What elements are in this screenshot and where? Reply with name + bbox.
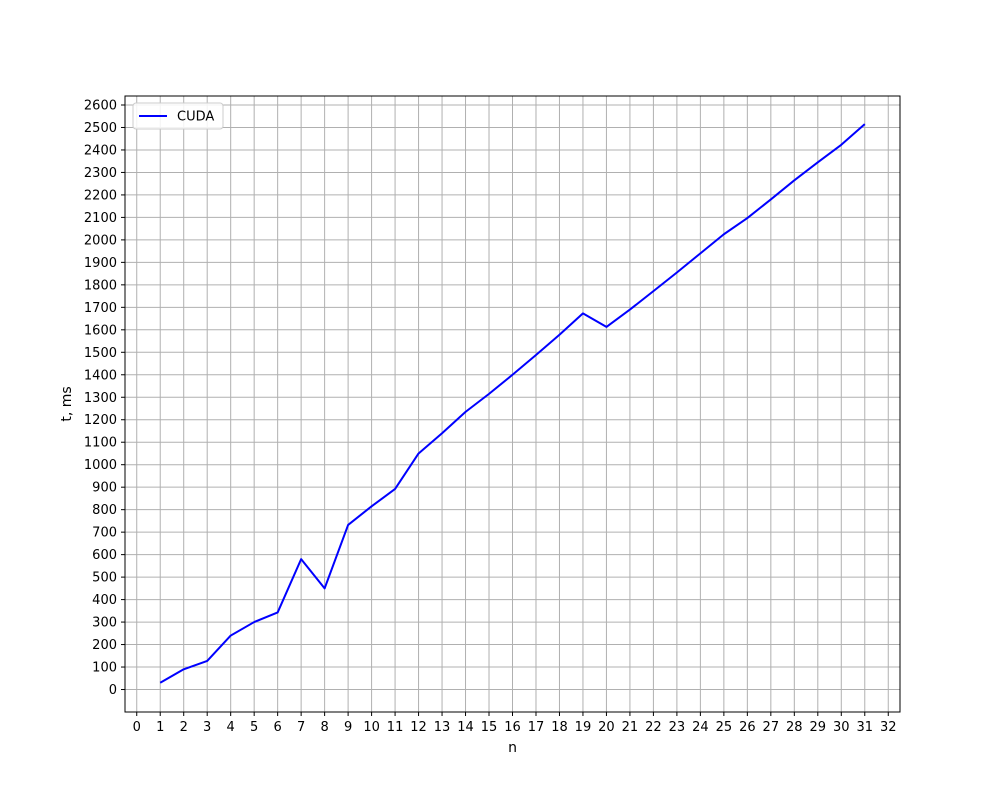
y-tick-label: 100 <box>92 661 117 676</box>
x-tick-label: 13 <box>434 720 451 735</box>
x-tick-label: 18 <box>551 720 568 735</box>
x-tick-label: 24 <box>692 720 709 735</box>
y-tick-label: 1200 <box>84 413 117 428</box>
y-tick-label: 2300 <box>84 166 117 181</box>
x-tick-label: 32 <box>880 720 897 735</box>
x-tick-label: 9 <box>344 720 352 735</box>
x-tick-label: 17 <box>528 720 545 735</box>
y-tick-label: 2500 <box>84 121 117 136</box>
x-tick-label: 5 <box>250 720 258 735</box>
x-tick-label: 14 <box>457 720 474 735</box>
y-tick-label: 1300 <box>84 391 117 406</box>
y-tick-label: 700 <box>92 526 117 541</box>
y-tick-label: 400 <box>92 593 117 608</box>
y-tick-label: 2400 <box>84 143 117 158</box>
x-tick-label: 30 <box>833 720 850 735</box>
tick-labels: 0 1 2 3 4 5 6 7 8 9 10 11 12 13 14 15 16 17 18 19 20 21 22 23 24… <box>84 98 897 735</box>
x-axis-label: n <box>508 740 517 756</box>
series-layer <box>159 123 866 684</box>
x-tick-label: 2 <box>180 720 188 735</box>
y-tick-label: 1400 <box>84 368 117 383</box>
y-tick-label: 500 <box>92 571 117 586</box>
x-tick-label: 0 <box>133 720 141 735</box>
x-tick-label: 3 <box>203 720 211 735</box>
y-tick-label: 2100 <box>84 211 117 226</box>
y-tick-label: 1800 <box>84 278 117 293</box>
x-tick-label: 19 <box>575 720 592 735</box>
legend: CUDA <box>132 102 224 130</box>
grid <box>125 96 900 712</box>
x-tick-label: 22 <box>645 720 662 735</box>
x-tick-label: 12 <box>410 720 427 735</box>
x-tick-label: 23 <box>669 720 686 735</box>
x-tick-label: 8 <box>320 720 328 735</box>
y-tick-label: 1600 <box>84 323 117 338</box>
y-axis-label: t, ms <box>59 386 75 421</box>
x-tick-label: 29 <box>810 720 827 735</box>
legend-box <box>132 102 224 130</box>
y-tick-label: 900 <box>92 481 117 496</box>
x-tick-label: 4 <box>227 720 235 735</box>
x-tick-label: 16 <box>504 720 521 735</box>
y-tick-label: 1500 <box>84 346 117 361</box>
x-tick-label: 7 <box>297 720 305 735</box>
x-tick-label: 26 <box>739 720 756 735</box>
y-tick-label: 2600 <box>84 98 117 113</box>
x-tick-label: 1 <box>156 720 164 735</box>
y-tick-label: 1100 <box>84 436 117 451</box>
y-tick-label: 200 <box>92 638 117 653</box>
y-tick-label: 600 <box>92 548 117 563</box>
y-tick-label: 800 <box>92 503 117 518</box>
x-tick-label: 21 <box>622 720 639 735</box>
plot-frame <box>124 95 901 713</box>
x-tick-label: 11 <box>387 720 404 735</box>
x-tick-label: 10 <box>363 720 380 735</box>
x-tick-label: 31 <box>856 720 873 735</box>
x-tick-label: 20 <box>598 720 615 735</box>
y-tick-label: 1900 <box>84 256 117 271</box>
ticks <box>121 104 889 716</box>
x-tick-label: 28 <box>786 720 803 735</box>
x-tick-label: 15 <box>481 720 498 735</box>
y-tick-label: 0 <box>109 683 117 698</box>
y-tick-label: 300 <box>92 616 117 631</box>
y-tick-label: 2000 <box>84 233 117 248</box>
x-tick-label: 25 <box>716 720 733 735</box>
x-tick-label: 6 <box>274 720 282 735</box>
y-tick-label: 1700 <box>84 301 117 316</box>
y-tick-label: 1000 <box>84 458 117 473</box>
y-tick-label: 2200 <box>84 188 117 203</box>
legend-label-cuda: CUDA <box>177 110 214 125</box>
x-tick-label: 27 <box>763 720 780 735</box>
